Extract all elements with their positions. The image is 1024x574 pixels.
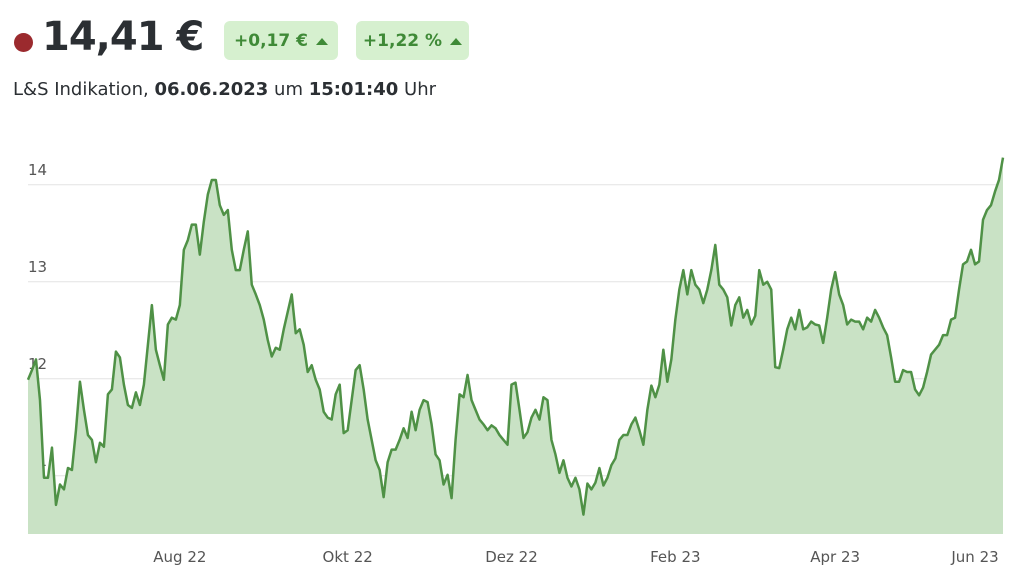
x-tick-label: Apr 23	[810, 548, 860, 566]
y-tick-label: 13	[28, 258, 47, 276]
x-tick-label: Dez 22	[485, 548, 538, 566]
up-arrow	[315, 37, 328, 45]
change-abs: +0,17 €	[234, 30, 308, 51]
up-arrow	[450, 37, 463, 45]
time-unit: Uhr	[404, 79, 436, 100]
time-sep: um	[274, 79, 303, 100]
x-tick-label: Feb 23	[650, 548, 700, 566]
area-fill	[28, 157, 1003, 534]
change-pct: +1,22 %	[362, 30, 443, 51]
change-badge: +0,17 €	[224, 21, 338, 60]
price: 14,41 €	[42, 14, 204, 60]
status-dot	[14, 33, 33, 52]
x-tick-label: Jun 23	[950, 548, 998, 566]
y-tick-label: 14	[28, 161, 47, 179]
quote-info: L&S Indikation, 06.06.2023 um 15:01:40 U…	[13, 79, 436, 100]
time: 15:01:40	[308, 79, 399, 100]
x-tick-label: Aug 22	[153, 548, 206, 566]
source: L&S Indikation,	[13, 79, 149, 100]
date: 06.06.2023	[154, 79, 269, 100]
price-line	[26, 157, 1005, 516]
change-badge: +1,22 %	[356, 21, 469, 60]
x-tick-label: Okt 22	[323, 548, 373, 566]
